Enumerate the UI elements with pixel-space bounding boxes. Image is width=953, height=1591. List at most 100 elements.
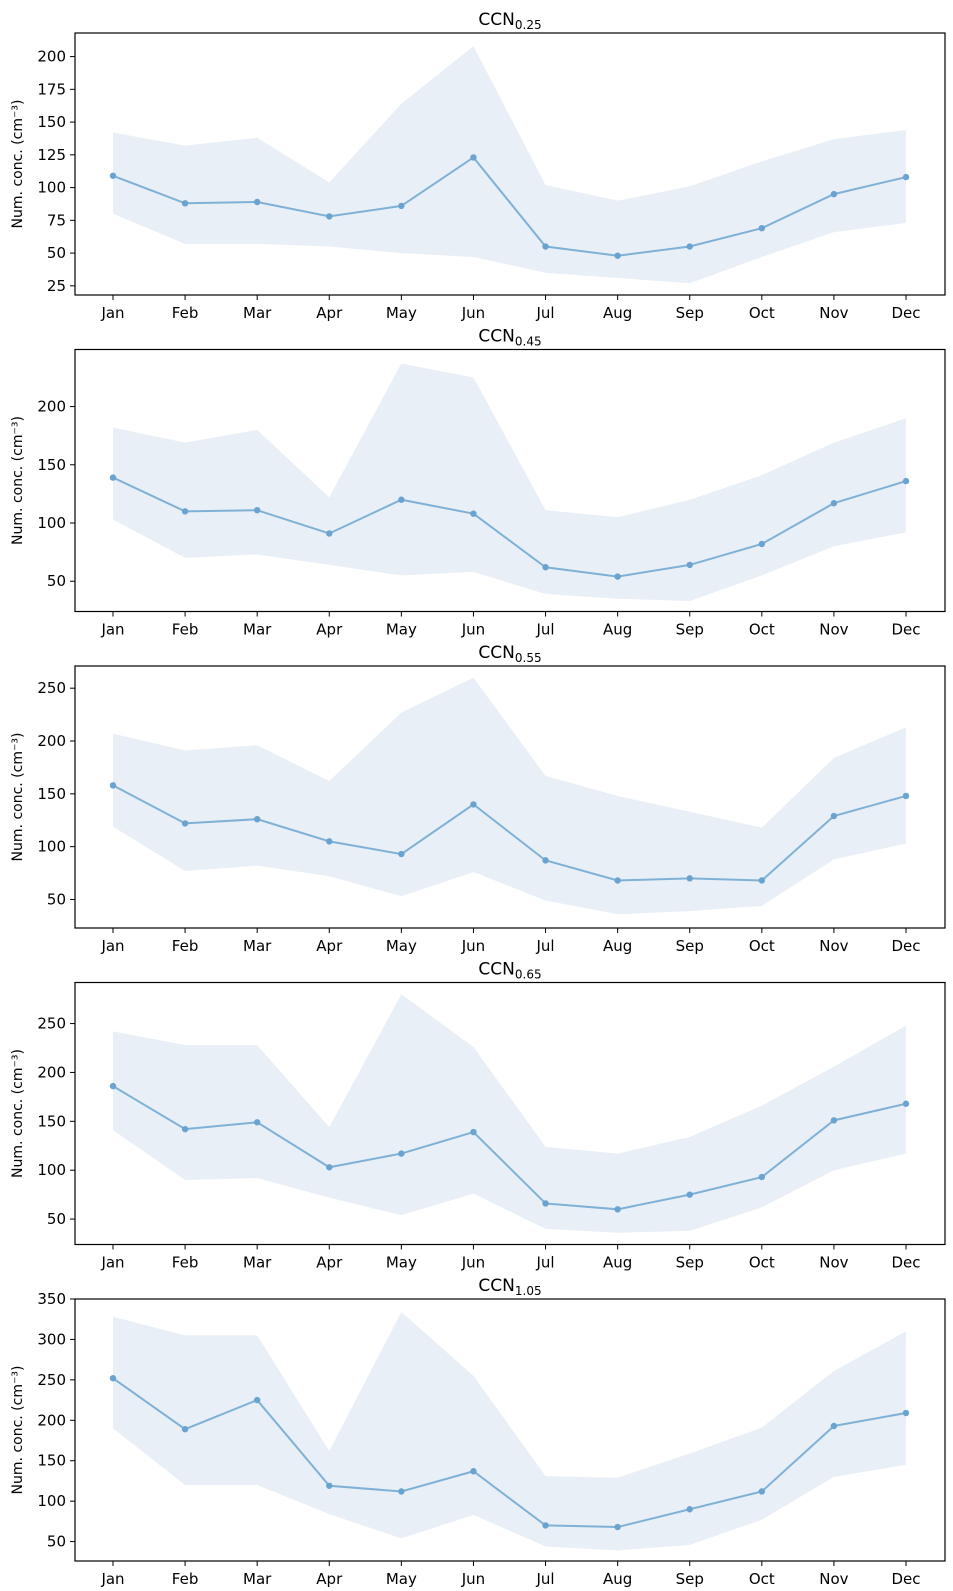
x-tick-label: Apr [316,621,343,639]
y-tick-label: 150 [37,785,66,803]
x-tick-label: Mar [243,1254,272,1272]
x-tick-label: Sep [676,1570,704,1588]
chart-title: CCN0.65 [478,960,541,982]
axes-frame [74,32,946,296]
x-tick-label: Nov [819,621,848,639]
y-axis-label: Num. conc. (cm⁻³) [10,1049,26,1178]
y-tick-label: 200 [37,732,66,750]
x-tick-label: Jan [100,621,124,639]
y-tick-label: 200 [37,1411,66,1429]
x-tick-label: Nov [819,304,848,322]
panel-1: Jan Feb Mar Apr May Jun Jul Aug Sep Oct Nov Dec 50 10… [10,327,946,639]
data-point-may [398,850,405,858]
y-tick-label: 50 [47,244,66,262]
x-tick-label: Aug [603,937,632,955]
y-tick-label: 100 [37,838,66,856]
data-point-sep [686,1191,693,1198]
data-point-oct [758,540,766,548]
data-point-aug [614,877,621,884]
data-point-jan [109,782,117,789]
data-point-jan [109,172,117,179]
data-point-apr [326,530,333,537]
data-point-apr [326,1482,333,1489]
x-tick-label: Nov [819,1254,848,1272]
y-tick-label: 25 [47,277,66,295]
y-tick-label: 200 [37,48,66,66]
data-point-jun [470,1128,477,1136]
x-tick-label: May [386,304,417,322]
x-tick-label: Jul [535,1570,554,1588]
median-line [112,476,907,578]
x-tick-label: Jun [461,304,485,322]
data-point-jul [542,1522,549,1529]
y-tick-label: 50 [47,1210,66,1228]
data-point-sep [686,875,693,882]
axes-frame [74,1298,946,1562]
data-point-sep [686,243,693,250]
y-tick-label: 50 [47,572,66,590]
x-tick-label: Mar [243,1570,272,1588]
median-line [112,784,907,882]
x-tick-label: Nov [819,937,848,955]
x-tick-label: May [386,937,417,955]
data-point-jun [470,154,477,161]
data-point-oct [758,1488,766,1495]
x-tick-label: Jul [535,621,554,639]
data-point-oct [758,1173,766,1181]
data-point-may [398,202,405,210]
x-tick-label: Feb [172,621,199,639]
range-band [113,46,906,284]
panel-3: Jan Feb Mar Apr May Jun Jul Aug Sep Oct Nov Dec 50 10… [10,960,946,1272]
x-tick-label: Apr [316,1254,343,1272]
data-point-mar [253,815,261,823]
chart-title: CCN0.55 [478,643,541,665]
x-tick-label: Oct [749,937,775,955]
x-tick-label: Mar [243,937,272,955]
data-point-mar [253,1119,261,1126]
x-tick-label: Jan [100,1570,124,1588]
chart-title: CCN0.25 [478,10,541,32]
y-tick-label: 100 [37,1492,66,1510]
y-axis-label: Num. conc. (cm⁻³) [10,733,26,862]
x-tick-label: Aug [603,304,632,322]
x-tick-label: Aug [603,1254,632,1272]
data-point-mar [253,198,261,206]
y-axis-label: Num. conc. (cm⁻³) [10,416,26,545]
data-point-may [398,1488,405,1495]
x-tick-label: Jun [461,1570,485,1588]
x-tick-label: Apr [316,1570,343,1588]
data-point-jun [470,1468,477,1475]
data-point-apr [326,1164,333,1171]
y-tick-label: 250 [37,1371,66,1389]
axes-frame [74,981,946,1246]
data-point-nov [830,812,838,820]
x-tick-label: Sep [676,1254,704,1272]
y-tick-label: 175 [37,80,66,98]
data-point-jan [109,474,117,481]
data-point-jun [470,510,477,517]
y-tick-label: 50 [47,890,66,908]
data-point-apr [326,213,333,220]
y-tick-label: 150 [37,1112,66,1130]
range-band [113,994,906,1233]
data-point-dec [902,477,910,485]
chart-title: CCN1.05 [478,1276,541,1298]
data-point-oct [758,224,766,232]
axes-frame [74,665,946,929]
data-point-sep [686,561,693,569]
x-tick-label: Jan [100,937,124,955]
x-tick-label: Jun [461,621,485,639]
x-tick-label: Dec [891,621,920,639]
x-tick-label: Jan [100,304,124,322]
x-tick-label: Jan [100,1254,124,1272]
data-point-jun [470,801,477,808]
y-tick-label: 100 [37,1161,66,1179]
data-point-dec [902,792,910,800]
x-tick-label: Jul [535,1254,554,1272]
x-tick-label: Feb [172,1570,199,1588]
x-tick-label: Jun [461,1254,485,1272]
data-point-dec [902,1100,910,1107]
data-point-oct [758,877,766,884]
x-tick-label: Oct [749,304,775,322]
data-point-jul [542,243,549,250]
